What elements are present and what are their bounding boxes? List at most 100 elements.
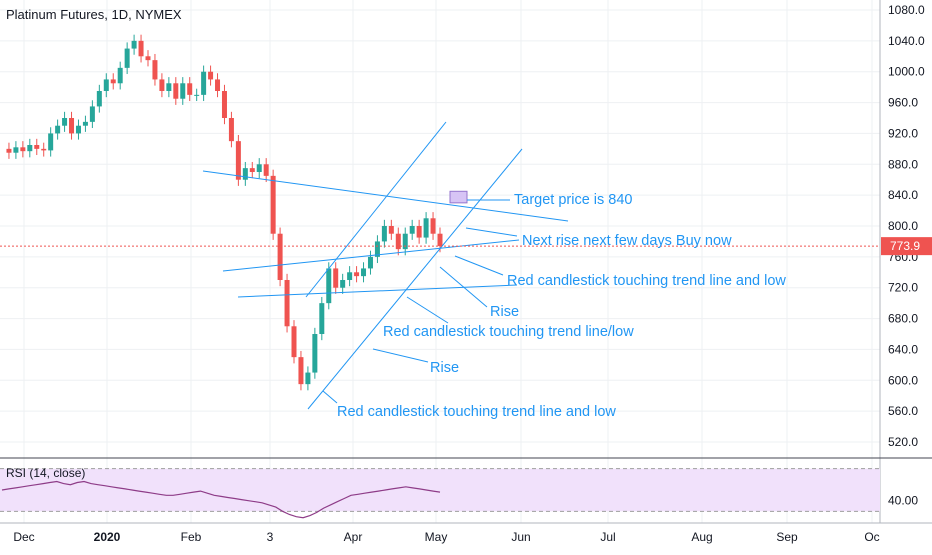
candle-body bbox=[437, 233, 443, 247]
candle-body bbox=[138, 40, 144, 57]
rsi-band bbox=[0, 468, 880, 512]
annotation-label: Rise bbox=[430, 360, 459, 376]
candle-body bbox=[284, 280, 290, 327]
candle-body bbox=[263, 164, 269, 176]
trend-line bbox=[305, 121, 447, 298]
candle-body bbox=[409, 226, 415, 234]
candle-body bbox=[187, 83, 193, 95]
candle-body bbox=[20, 147, 26, 152]
candle-body bbox=[215, 79, 221, 91]
price-tick-label: 840.0 bbox=[888, 188, 918, 202]
time-tick-label: Sep bbox=[776, 530, 798, 544]
candle-body bbox=[159, 79, 165, 91]
rsi-title: RSI (14, close) bbox=[6, 466, 85, 480]
trend-line bbox=[237, 284, 518, 298]
time-tick-label: Dec bbox=[13, 530, 34, 544]
candle-body bbox=[75, 125, 81, 134]
rsi-pane[interactable]: RSI (14, close) 40.00 bbox=[0, 457, 932, 519]
price-tick-label: 880.0 bbox=[888, 157, 918, 171]
candle-body bbox=[291, 326, 297, 358]
time-tick-label: May bbox=[425, 530, 448, 544]
price-tick-label: 640.0 bbox=[888, 342, 918, 356]
price-axis[interactable]: 1080.0 1040.0 1000.0 960.0 920.0 880.0 840.0 80… bbox=[879, 0, 932, 523]
candle-body bbox=[256, 164, 262, 172]
time-tick-label: Feb bbox=[181, 530, 202, 544]
candle-body bbox=[145, 56, 151, 61]
annotation-arrow bbox=[465, 227, 518, 237]
candle-body bbox=[55, 125, 61, 134]
time-tick-label: 3 bbox=[267, 530, 274, 544]
price-tick-label: 960.0 bbox=[888, 96, 918, 110]
time-axis[interactable]: Dec 2020 Feb 3 Apr May Jun Jul Aug Sep Oc bbox=[0, 522, 932, 544]
candle-body bbox=[249, 168, 255, 172]
candle-body bbox=[270, 175, 276, 234]
candle-body bbox=[124, 48, 130, 68]
grid bbox=[0, 0, 880, 523]
candle-body bbox=[201, 71, 207, 95]
time-tick-label: Aug bbox=[691, 530, 712, 544]
candle-body bbox=[103, 79, 109, 91]
candle-body bbox=[416, 226, 422, 238]
candle-body bbox=[221, 91, 227, 118]
price-tick-label: 800.0 bbox=[888, 219, 918, 233]
candle-body bbox=[173, 83, 179, 99]
time-tick-label: Apr bbox=[344, 530, 363, 544]
candle-body bbox=[235, 141, 241, 180]
candle-body bbox=[423, 218, 429, 238]
last-price-badge bbox=[881, 237, 932, 256]
rsi-tick-label: 40.00 bbox=[888, 494, 918, 508]
candle-body bbox=[242, 168, 248, 180]
trend-line bbox=[307, 148, 523, 410]
annotation-label: Red candlestick touching trend line and … bbox=[337, 404, 616, 420]
candle-body bbox=[381, 226, 387, 242]
candle-body bbox=[208, 71, 214, 80]
annotation-arrow bbox=[372, 348, 429, 363]
annotation-label: Target price is 840 bbox=[514, 192, 632, 208]
trend-line bbox=[222, 239, 520, 272]
annotation-label: Red candlestick touching trend line and … bbox=[507, 273, 786, 289]
annotations: Target price is 840 Next rise next few da… bbox=[322, 192, 786, 420]
candle-body bbox=[354, 272, 360, 277]
candle-body bbox=[402, 233, 408, 250]
annotation-label: Red candlestick touching trend line/low bbox=[383, 324, 634, 340]
annotation-arrow bbox=[322, 390, 338, 404]
price-tick-label: 600.0 bbox=[888, 373, 918, 387]
time-tick-label: Oc bbox=[864, 530, 879, 544]
candle-body bbox=[340, 280, 346, 288]
annotation-label: Next rise next few days Buy now bbox=[522, 233, 732, 249]
candle-body bbox=[69, 118, 75, 134]
candle-body bbox=[117, 67, 123, 84]
candle-body bbox=[6, 148, 12, 153]
price-tick-label: 1000.0 bbox=[888, 65, 925, 79]
candle-body bbox=[326, 268, 332, 304]
candle-body bbox=[34, 145, 40, 149]
candles bbox=[6, 34, 443, 391]
price-tick-label: 720.0 bbox=[888, 281, 918, 295]
price-tick-label: 1040.0 bbox=[888, 34, 925, 48]
price-tick-label: 560.0 bbox=[888, 404, 918, 418]
candle-body bbox=[277, 233, 283, 280]
candle-body bbox=[298, 357, 304, 385]
candle-body bbox=[312, 334, 318, 373]
candle-body bbox=[367, 256, 373, 269]
candle-body bbox=[13, 147, 19, 153]
target-price-box bbox=[449, 190, 468, 204]
annotation-label: Rise bbox=[490, 304, 519, 320]
candle-body bbox=[395, 233, 401, 250]
candle-body bbox=[374, 241, 380, 257]
candle-body bbox=[361, 268, 367, 277]
candle-body bbox=[388, 226, 394, 234]
candle-body bbox=[82, 121, 88, 126]
candle-body bbox=[180, 83, 186, 99]
candle-body bbox=[166, 83, 172, 91]
annotation-arrow bbox=[454, 255, 504, 276]
candle-body bbox=[347, 272, 353, 280]
annotation-arrow bbox=[439, 266, 488, 308]
price-tick-label: 920.0 bbox=[888, 126, 918, 140]
candle-body bbox=[333, 268, 339, 288]
trend-line bbox=[202, 170, 569, 222]
price-tick-label: 520.0 bbox=[888, 435, 918, 449]
candle-body bbox=[131, 40, 137, 49]
